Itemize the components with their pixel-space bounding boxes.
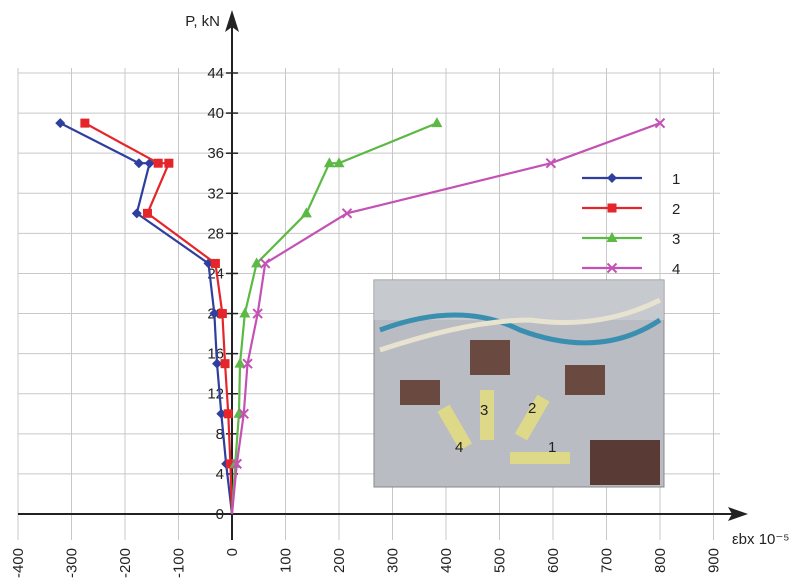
y-tick-label: 24 — [207, 265, 224, 282]
point — [223, 409, 233, 419]
photo-label: 4 — [455, 439, 463, 456]
x-tick-label: -300 — [64, 548, 81, 578]
y-axis-label: P, kN — [185, 13, 220, 30]
series-line — [230, 122, 438, 515]
x-axis-label: εbx 10⁻⁵ — [732, 531, 790, 548]
photo-label: 2 — [528, 400, 536, 417]
legend-marker — [607, 203, 617, 213]
photo-label: 3 — [480, 402, 488, 419]
point — [225, 459, 235, 469]
point — [55, 118, 66, 129]
legend-label: 2 — [672, 201, 680, 218]
legend-marker — [606, 262, 618, 274]
photo-inset — [373, 279, 665, 488]
x-axis-arrow — [728, 507, 748, 521]
y-tick-label: 44 — [207, 65, 224, 82]
point — [259, 258, 271, 269]
point — [210, 258, 220, 268]
point — [153, 158, 163, 168]
point — [209, 308, 220, 319]
y-tick-label: 4 — [216, 466, 224, 483]
x-tick-label: 100 — [278, 548, 295, 573]
point — [142, 208, 152, 218]
y-tick-label: 28 — [207, 225, 224, 242]
legend-label: 3 — [672, 231, 680, 248]
x-tick-label: 700 — [599, 548, 616, 573]
x-tick-label: 400 — [438, 548, 455, 573]
point — [217, 309, 227, 319]
point — [239, 307, 251, 318]
point — [212, 358, 223, 369]
point — [654, 117, 666, 129]
x-tick-label: 300 — [385, 548, 402, 573]
point — [333, 157, 345, 168]
x-tick-label: 200 — [331, 548, 348, 573]
x-tick-label: 900 — [706, 548, 723, 573]
x-tick-label: 800 — [652, 548, 669, 573]
legend-label: 1 — [672, 171, 680, 188]
legend-label: 4 — [672, 261, 680, 278]
point — [545, 157, 557, 169]
point — [431, 117, 443, 128]
series-line — [59, 122, 234, 515]
point — [231, 458, 243, 470]
x-tick-label: -200 — [117, 548, 134, 578]
point — [80, 118, 90, 128]
x-tick-label: 500 — [492, 548, 509, 573]
y-axis-arrow — [225, 10, 239, 32]
point — [242, 358, 253, 369]
y-tick-label: 32 — [207, 185, 224, 202]
x-tick-label: -400 — [10, 548, 27, 578]
y-tick-label: 36 — [207, 145, 224, 162]
photo-label: 1 — [548, 439, 556, 456]
legend-marker — [606, 232, 618, 242]
y-tick-label: 40 — [207, 105, 224, 122]
y-tick-label: 12 — [207, 386, 224, 403]
x-tick-label: 0 — [224, 548, 241, 556]
point — [251, 257, 263, 268]
point — [131, 208, 142, 219]
point — [164, 158, 174, 168]
point — [238, 408, 249, 419]
series-line — [84, 122, 234, 515]
point — [323, 157, 335, 168]
point — [133, 158, 144, 169]
legend-marker — [607, 173, 617, 183]
point — [341, 208, 353, 219]
y-tick-label: 8 — [216, 426, 224, 443]
point — [220, 359, 230, 369]
point — [252, 308, 263, 319]
point — [300, 207, 312, 218]
x-tick-label: -100 — [171, 548, 188, 578]
x-tick-label: 600 — [545, 548, 562, 573]
point — [234, 357, 246, 368]
